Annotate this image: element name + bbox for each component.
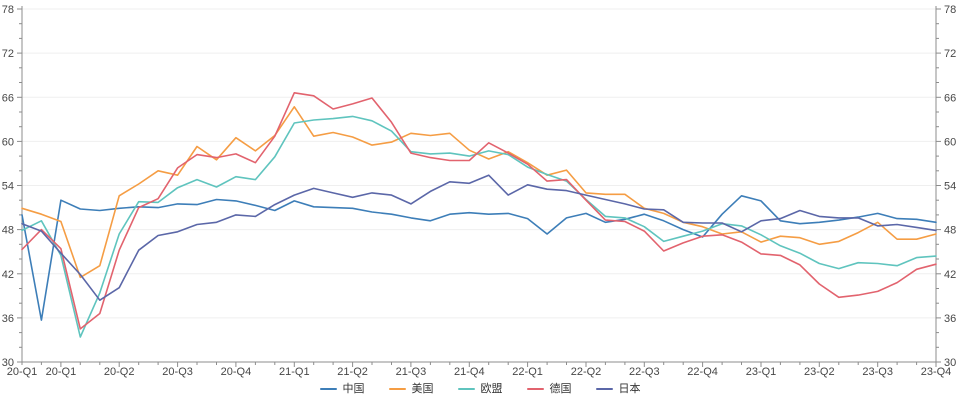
y-tick-label-right: 42 [944, 269, 956, 281]
x-tick-label: 23-Q2 [804, 366, 835, 378]
y-tick-label-right: 48 [944, 225, 956, 237]
legend-label-japan: 日本 [618, 382, 641, 395]
y-tick-label-right: 66 [944, 92, 956, 104]
x-tick-label: 22-Q4 [687, 366, 718, 378]
series-line-japan [21, 174, 937, 302]
x-tick-label: 20-Q2 [104, 366, 135, 378]
y-tick-label-right: 72 [944, 48, 956, 60]
series-line-china [21, 195, 937, 321]
x-tick-label: 21-Q3 [396, 366, 427, 378]
y-tick-label-right: 60 [944, 136, 956, 148]
y-tick-label-left: 66 [2, 92, 14, 104]
series-line-eu [21, 115, 937, 338]
x-tick-label: 21-Q4 [454, 366, 485, 378]
chart-legend: 中国 美国 欧盟 德国 日本 [0, 379, 960, 399]
x-tick-label: 20-Q4 [221, 366, 252, 378]
x-axis-ticks: 20-Q1 20-Q1 20-Q2 20-Q3 20-Q4 21-Q1 21-Q2 21-Q3… [7, 362, 952, 378]
y-tick-label-left: 30 [2, 357, 14, 369]
x-tick-label: 22-Q2 [571, 366, 602, 378]
y-tick-label-left: 48 [2, 225, 14, 237]
legend-swatch-china [319, 388, 337, 390]
y-axis-ticks: 30 30 36 36 42 42 48 48 54 54 60 60 66 66 72 72 78 78 [2, 4, 957, 369]
legend-item-china[interactable]: 中国 [319, 382, 365, 395]
y-tick-label-right: 54 [944, 181, 956, 193]
x-tick-label: 22-Q3 [629, 366, 660, 378]
legend-item-japan[interactable]: 日本 [595, 382, 641, 395]
y-tick-label-right: 36 [944, 313, 956, 325]
legend-label-eu: 欧盟 [480, 382, 503, 395]
y-tick-label-right: 78 [944, 4, 956, 16]
gridlines [22, 8, 936, 319]
y-tick-label-left: 78 [2, 4, 14, 16]
y-tick-label-left: 72 [2, 48, 14, 60]
x-tick-label: 23-Q3 [862, 366, 893, 378]
chart-canvas: 30 30 36 36 42 42 48 48 54 54 60 60 66 66 72 72 78 78 20-Q… [2, 4, 957, 378]
y-tick-label-right: 30 [944, 357, 956, 369]
legend-label-germany: 德国 [549, 382, 572, 395]
x-tick-label: 20-Q3 [162, 366, 193, 378]
legend-label-china: 中国 [342, 382, 365, 395]
legend-swatch-germany [526, 388, 544, 390]
y-tick-label-left: 60 [2, 136, 14, 148]
x-tick-label: 21-Q2 [337, 366, 368, 378]
y-tick-label-left: 42 [2, 269, 14, 281]
x-tick-label: 23-Q1 [746, 366, 777, 378]
legend-item-germany[interactable]: 德国 [526, 382, 572, 395]
series-line-us [21, 106, 937, 279]
legend-item-eu[interactable]: 欧盟 [457, 382, 503, 395]
x-tick-label: 20-Q1 [7, 366, 38, 378]
legend-swatch-eu [457, 388, 475, 390]
legend-swatch-us [388, 388, 406, 390]
y-tick-label-left: 54 [2, 181, 14, 193]
x-tick-label: 21-Q1 [279, 366, 310, 378]
y-tick-label-left: 36 [2, 313, 14, 325]
series-lines [21, 92, 937, 338]
x-tick-label: 22-Q1 [512, 366, 543, 378]
axes [21, 6, 937, 363]
x-tick-label: 23-Q4 [921, 366, 952, 378]
x-tick-label: 20-Q1 [46, 366, 77, 378]
legend-swatch-japan [595, 388, 613, 390]
series-line-germany [21, 92, 937, 330]
legend-label-us: 美国 [411, 382, 434, 395]
legend-item-us[interactable]: 美国 [388, 382, 434, 395]
